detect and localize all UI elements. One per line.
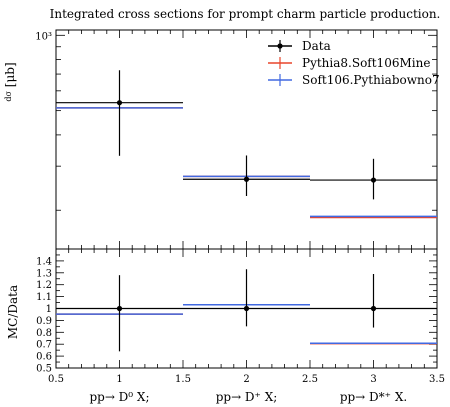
ratio-series <box>56 269 437 352</box>
ratio-y-tick-label: 1.2 <box>36 280 52 291</box>
legend: Data Pythia8.Soft106Mine Soft106.Pythiabow… <box>268 39 440 87</box>
ratio-data-point <box>116 305 123 312</box>
data-point <box>243 176 250 182</box>
legend-item: Data <box>268 39 331 53</box>
ratio-y-tick-label: 1.1 <box>36 292 52 303</box>
ratio-y-tick-label: 1.4 <box>36 256 52 267</box>
x-category-label: pp→ D⁺ X; <box>216 390 278 404</box>
main-series <box>56 70 437 219</box>
ratio-y-tick-label: 0.6 <box>36 352 52 363</box>
x-tick-label: 2.5 <box>302 374 318 385</box>
x-tick-label: 0.5 <box>48 374 64 385</box>
x-category-label: pp→ D*⁺ X. <box>340 390 407 404</box>
ratio-axes: 0.50.60.70.80.911.11.21.31.4 <box>36 248 438 375</box>
main-y-axis-label: dσ [μb] <box>3 62 17 101</box>
ratio-y-tick-label: 1 <box>46 304 52 315</box>
x-category-label: pp→ D⁰ X; <box>89 390 149 404</box>
ratio-y-tick-label: 0.8 <box>36 328 52 339</box>
x-tick-label: 2 <box>243 374 249 385</box>
data-point <box>116 100 123 106</box>
x-tick-label: 1 <box>116 374 122 385</box>
legend-label: Data <box>302 39 331 53</box>
ratio-data-point <box>370 305 377 312</box>
x-tick-label: 1.5 <box>175 374 191 385</box>
legend-label: Pythia8.Soft106Mine <box>302 56 430 70</box>
x-tick-label: 3.5 <box>429 374 445 385</box>
legend-item: Soft106.Pythiabowno7 <box>268 73 440 87</box>
svg-text:dσ [μb]: dσ [μb] <box>3 62 17 101</box>
legend-marker-dot <box>277 43 283 49</box>
y-tick-label: 10³ <box>35 31 52 42</box>
x-axis: 0.5 1 1.5 2 2.5 3 3.5 pp→ D⁰ X; pp→ D⁺ X; pp→ D*⁺… <box>48 374 445 404</box>
legend-item: Pythia8.Soft106Mine <box>268 56 430 70</box>
ratio-y-tick-label: 0.5 <box>36 364 52 375</box>
chart-title: Integrated cross sections for prompt cha… <box>50 7 441 21</box>
main-axes: 10³ <box>35 30 438 249</box>
ratio-y-tick-label: 0.9 <box>36 316 52 327</box>
ratio-y-axis-label: MC/Data <box>6 285 20 339</box>
data-point <box>370 177 377 183</box>
legend-label: Soft106.Pythiabowno7 <box>302 73 440 87</box>
ratio-data-point <box>243 305 250 312</box>
ratio-y-tick-label: 0.7 <box>36 340 52 351</box>
ratio-y-tick-label: 1.3 <box>36 268 52 279</box>
x-tick-label: 3 <box>370 374 376 385</box>
